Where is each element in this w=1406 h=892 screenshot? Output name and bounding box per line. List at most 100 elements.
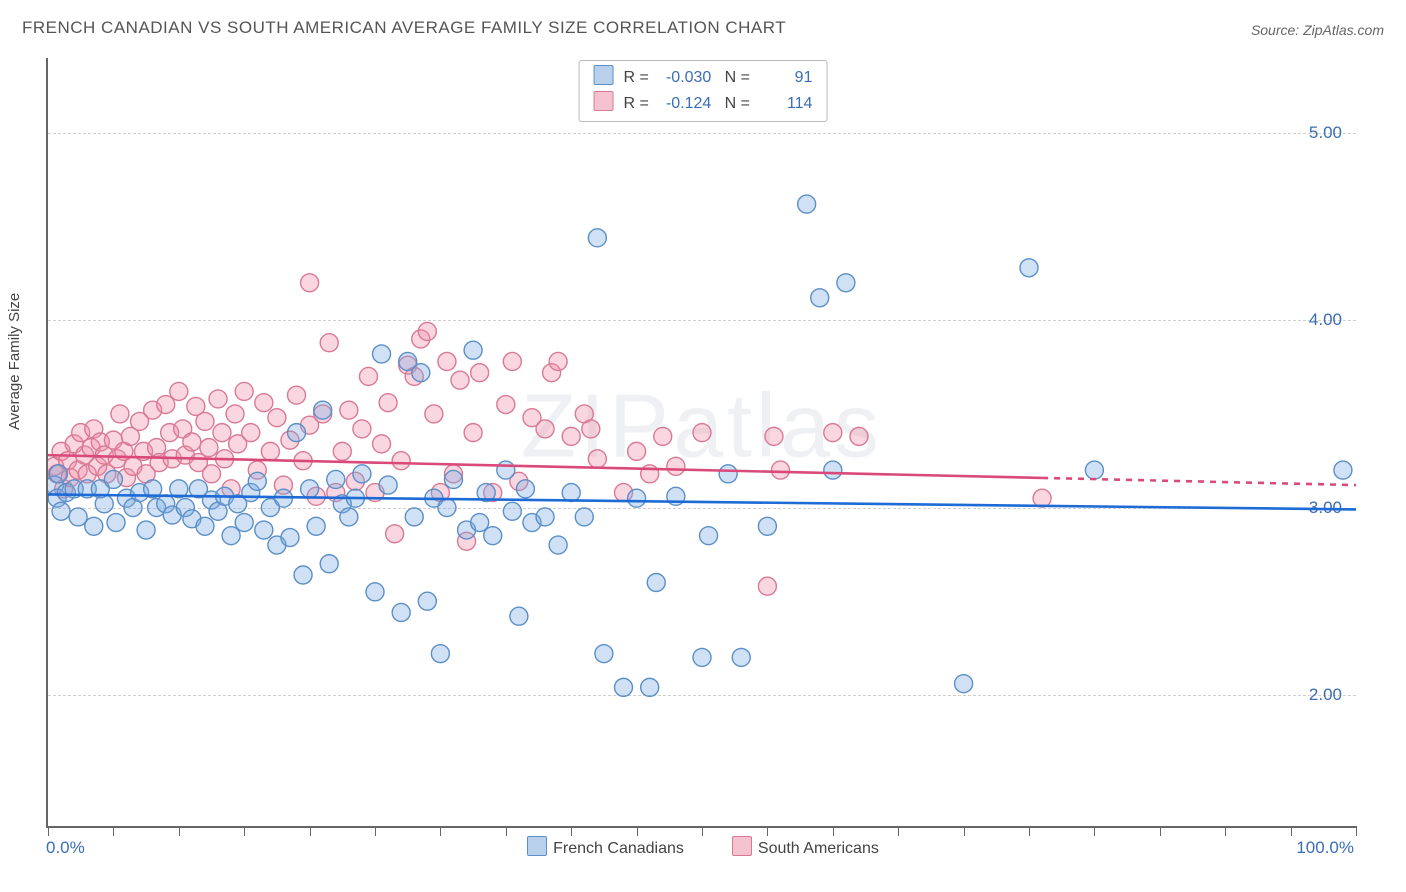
point-french-canadian [248,472,266,490]
stat-r-label: R = [624,95,654,112]
point-french-canadian [628,489,646,507]
x-tick [1356,826,1357,836]
legend-label: South Americans [758,840,879,857]
point-french-canadian [595,645,613,663]
point-south-american [359,367,377,385]
stat-r-value: -0.030 [653,66,711,91]
point-french-canadian [288,424,306,442]
point-french-canadian [497,461,515,479]
point-south-american [824,424,842,442]
point-south-american [226,405,244,423]
legend-item: South Americans [732,840,879,857]
point-south-american [503,352,521,370]
x-tick [48,826,49,836]
point-french-canadian [700,527,718,545]
x-tick [1291,826,1292,836]
point-french-canadian [196,517,214,535]
x-tick [375,826,376,836]
trendline-south-american-extrapolated [1042,478,1356,485]
point-south-american [261,442,279,460]
point-french-canadian [549,536,567,554]
point-french-canadian [353,465,371,483]
point-south-american [582,420,600,438]
point-french-canadian [301,480,319,498]
legend-item: French Canadians [527,840,684,857]
point-french-canadian [373,345,391,363]
point-south-american [242,424,260,442]
point-french-canadian [693,648,711,666]
point-french-canadian [811,289,829,307]
point-french-canadian [281,529,299,547]
x-tick [898,826,899,836]
point-french-canadian [137,521,155,539]
point-south-american [850,427,868,445]
point-french-canadian [107,514,125,532]
point-south-american [438,352,456,370]
point-south-american [451,371,469,389]
legend-swatch-icon [527,836,547,856]
point-french-canadian [562,484,580,502]
x-tick [440,826,441,836]
point-french-canadian [392,603,410,621]
source-prefix: Source: [1251,22,1303,38]
point-french-canadian [641,678,659,696]
x-tick [113,826,114,836]
point-french-canadian [503,502,521,520]
point-south-american [425,405,443,423]
point-french-canadian [758,517,776,535]
point-french-canadian [516,480,534,498]
point-french-canadian [510,607,528,625]
x-tick [310,826,311,836]
legend-bottom: French Canadians South Americans [0,836,1406,858]
point-french-canadian [536,508,554,526]
point-south-american [170,382,188,400]
point-south-american [464,424,482,442]
point-french-canadian [798,195,816,213]
stat-n-label: N = [711,95,754,112]
point-south-american [588,450,606,468]
point-south-american [301,274,319,292]
point-south-american [200,439,218,457]
point-french-canadian [732,648,750,666]
point-french-canadian [69,508,87,526]
point-french-canadian [340,508,358,526]
point-south-american [203,465,221,483]
legend-swatch-icon [594,91,614,111]
point-french-canadian [235,514,253,532]
point-south-american [628,442,646,460]
point-south-american [268,409,286,427]
point-french-canadian [444,470,462,488]
point-french-canadian [327,470,345,488]
stat-n-value: 114 [754,92,812,117]
point-french-canadian [255,521,273,539]
point-french-canadian [837,274,855,292]
point-south-american [771,461,789,479]
stat-n-label: N = [711,69,754,86]
point-french-canadian [366,583,384,601]
point-french-canadian [294,566,312,584]
x-tick [244,826,245,836]
point-south-american [497,396,515,414]
point-south-american [549,352,567,370]
legend-swatch-icon [732,836,752,856]
point-french-canadian [575,508,593,526]
source-attribution: Source: ZipAtlas.com [1251,22,1384,38]
point-french-canadian [431,645,449,663]
point-south-american [213,424,231,442]
x-tick [1094,826,1095,836]
point-south-american [654,427,672,445]
point-south-american [340,401,358,419]
point-french-canadian [85,517,103,535]
x-tick [1029,826,1030,836]
x-tick [571,826,572,836]
point-south-american [235,382,253,400]
point-south-american [758,577,776,595]
point-south-american [255,394,273,412]
point-french-canadian [95,495,113,513]
legend-stat-row: R = -0.030 N = 91 [594,65,813,91]
point-french-canadian [464,341,482,359]
point-south-american [209,390,227,408]
stat-r-value: -0.124 [653,92,711,117]
stat-n-value: 91 [754,66,812,91]
x-tick [1160,826,1161,836]
